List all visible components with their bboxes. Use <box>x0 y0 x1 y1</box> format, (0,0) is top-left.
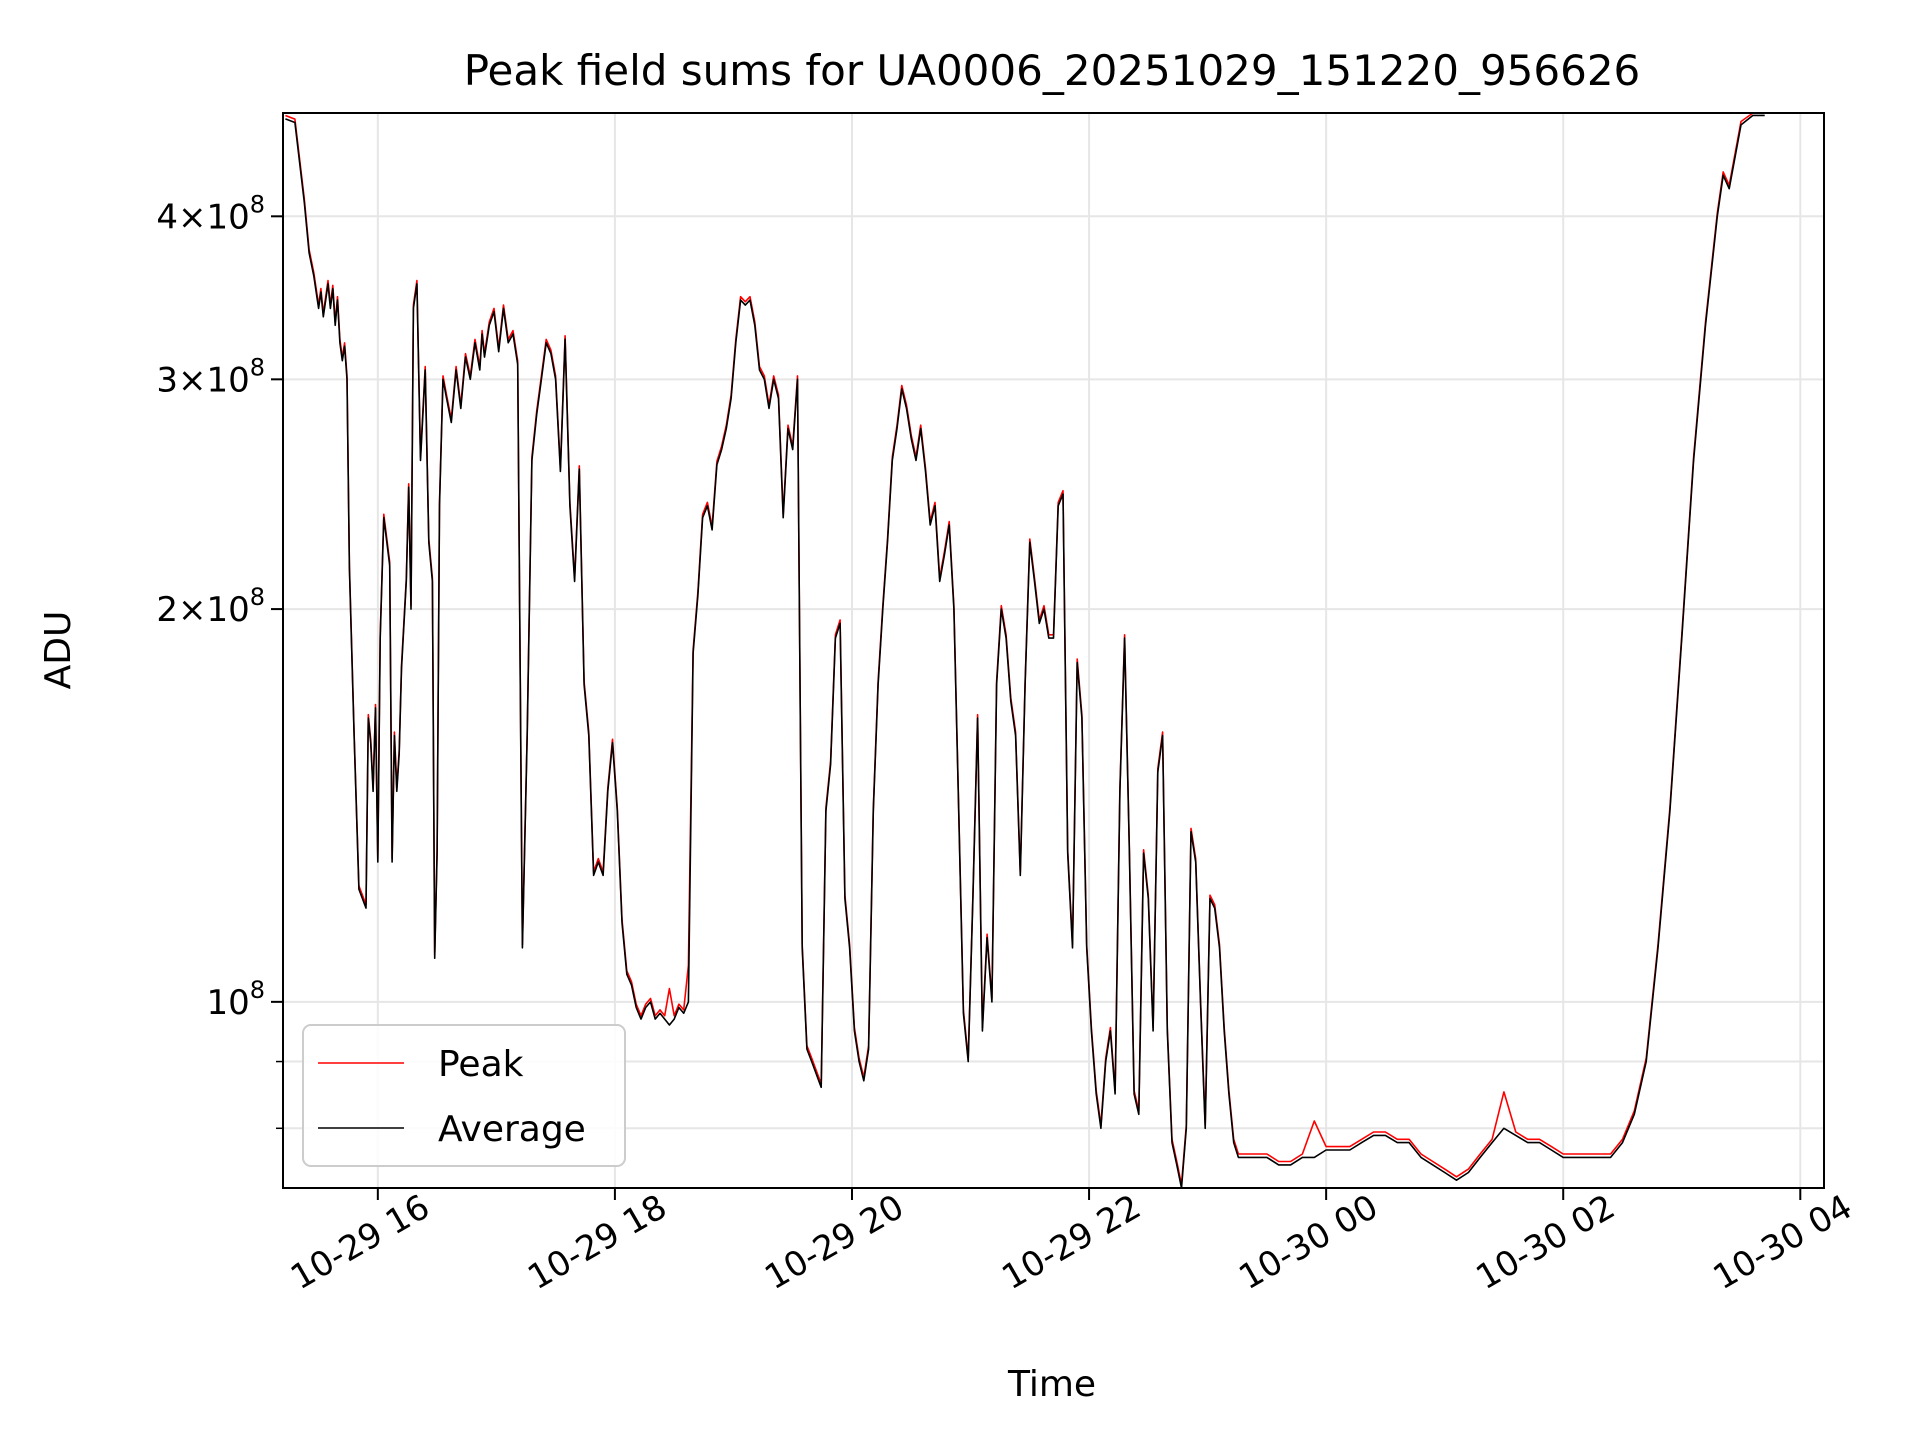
y-tick-exponent: 8 <box>250 976 265 1004</box>
y-tick-label: 3×108 <box>156 353 265 400</box>
grid <box>283 113 1824 1188</box>
y-tick-exponent: 8 <box>250 353 265 381</box>
y-tick-label: 2×108 <box>156 583 265 630</box>
y-tick-base: 10 <box>206 983 249 1023</box>
legend-label-peak: Peak <box>438 1044 524 1085</box>
y-tick-base: 10 <box>206 197 249 237</box>
y-tick-base: 10 <box>206 590 249 630</box>
y-tick-base: 10 <box>206 360 249 400</box>
chart-title: Peak field sums for UA0006_20251029_1512… <box>464 46 1641 95</box>
y-tick-exponent: 8 <box>250 190 265 218</box>
plot-frame <box>282 112 1825 1189</box>
y-tick-label: 4×108 <box>156 190 265 237</box>
y-tick-label: 108 <box>206 976 265 1023</box>
y-tick-mantissa: 2 <box>156 590 178 630</box>
series-lines <box>285 112 1765 1189</box>
legend-box <box>302 1024 626 1167</box>
y-axis-label: ADU <box>38 611 79 690</box>
series-line-average <box>285 114 1765 1189</box>
y-tick-times: × <box>178 590 207 630</box>
legend-label-average: Average <box>438 1109 586 1150</box>
y-tick-times: × <box>178 197 207 237</box>
y-tick-times: × <box>178 360 207 400</box>
y-tick-mantissa: 4 <box>156 197 178 237</box>
y-tick-exponent: 8 <box>250 583 265 611</box>
legend: Peak Average <box>302 1024 626 1167</box>
y-tick-mantissa: 3 <box>156 360 178 400</box>
x-axis-label: Time <box>1007 1364 1096 1405</box>
